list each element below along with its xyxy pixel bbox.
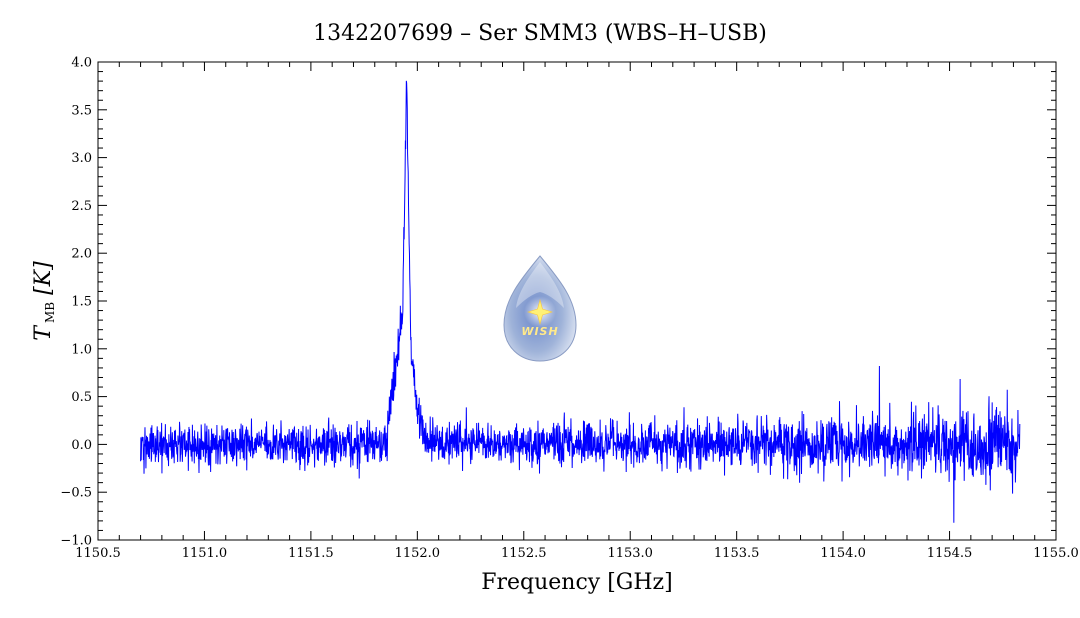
x-tick-label: 1154.0 — [820, 546, 866, 561]
y-axis-label-main: T — [31, 324, 56, 341]
y-tick-label: 3.5 — [71, 103, 92, 118]
x-tick-label: 1154.5 — [927, 546, 973, 561]
x-tick-label: 1155.0 — [1033, 546, 1079, 561]
x-tick-label: 1152.5 — [501, 546, 547, 561]
y-tick-label: −1.0 — [60, 534, 92, 549]
y-tick-label: 4.0 — [71, 56, 92, 71]
y-tick-label: −0.5 — [60, 486, 92, 501]
star-icon — [527, 298, 553, 326]
spectrum-series-line — [140, 80, 1021, 523]
x-tick-label: 1151.5 — [288, 546, 334, 561]
x-tick-label: 1153.5 — [714, 546, 760, 561]
y-tick-label: 3.0 — [71, 151, 92, 166]
x-tick-label: 1151.0 — [182, 546, 228, 561]
axis-ticks: 1150.5 1151.0 1151.5 1152.0 1152.5 1153.0 1153… — [60, 56, 1078, 562]
y-axis-label: TMB [K] — [31, 261, 57, 341]
y-tick-label: 1.5 — [71, 295, 92, 310]
y-tick-label: 2.5 — [71, 199, 92, 214]
wish-logo: WISH — [503, 255, 577, 362]
y-tick-label: 0.5 — [71, 390, 92, 405]
y-tick-label: 1.0 — [71, 342, 92, 357]
x-axis-label: Frequency [GHz] — [481, 570, 673, 595]
y-tick-label: 0.0 — [71, 438, 92, 453]
y-axis-label-sub: MB — [43, 302, 57, 323]
x-tick-label: 1153.0 — [607, 546, 653, 561]
y-tick-label: 2.0 — [71, 247, 92, 262]
y-axis-label-unit: [K] — [31, 261, 56, 302]
chart-title: 1342207699 – Ser SMM3 (WBS–H–USB) — [313, 21, 767, 46]
x-tick-label: 1150.5 — [75, 546, 121, 561]
x-tick-label: 1152.0 — [395, 546, 441, 561]
logo-text: WISH — [521, 325, 558, 338]
